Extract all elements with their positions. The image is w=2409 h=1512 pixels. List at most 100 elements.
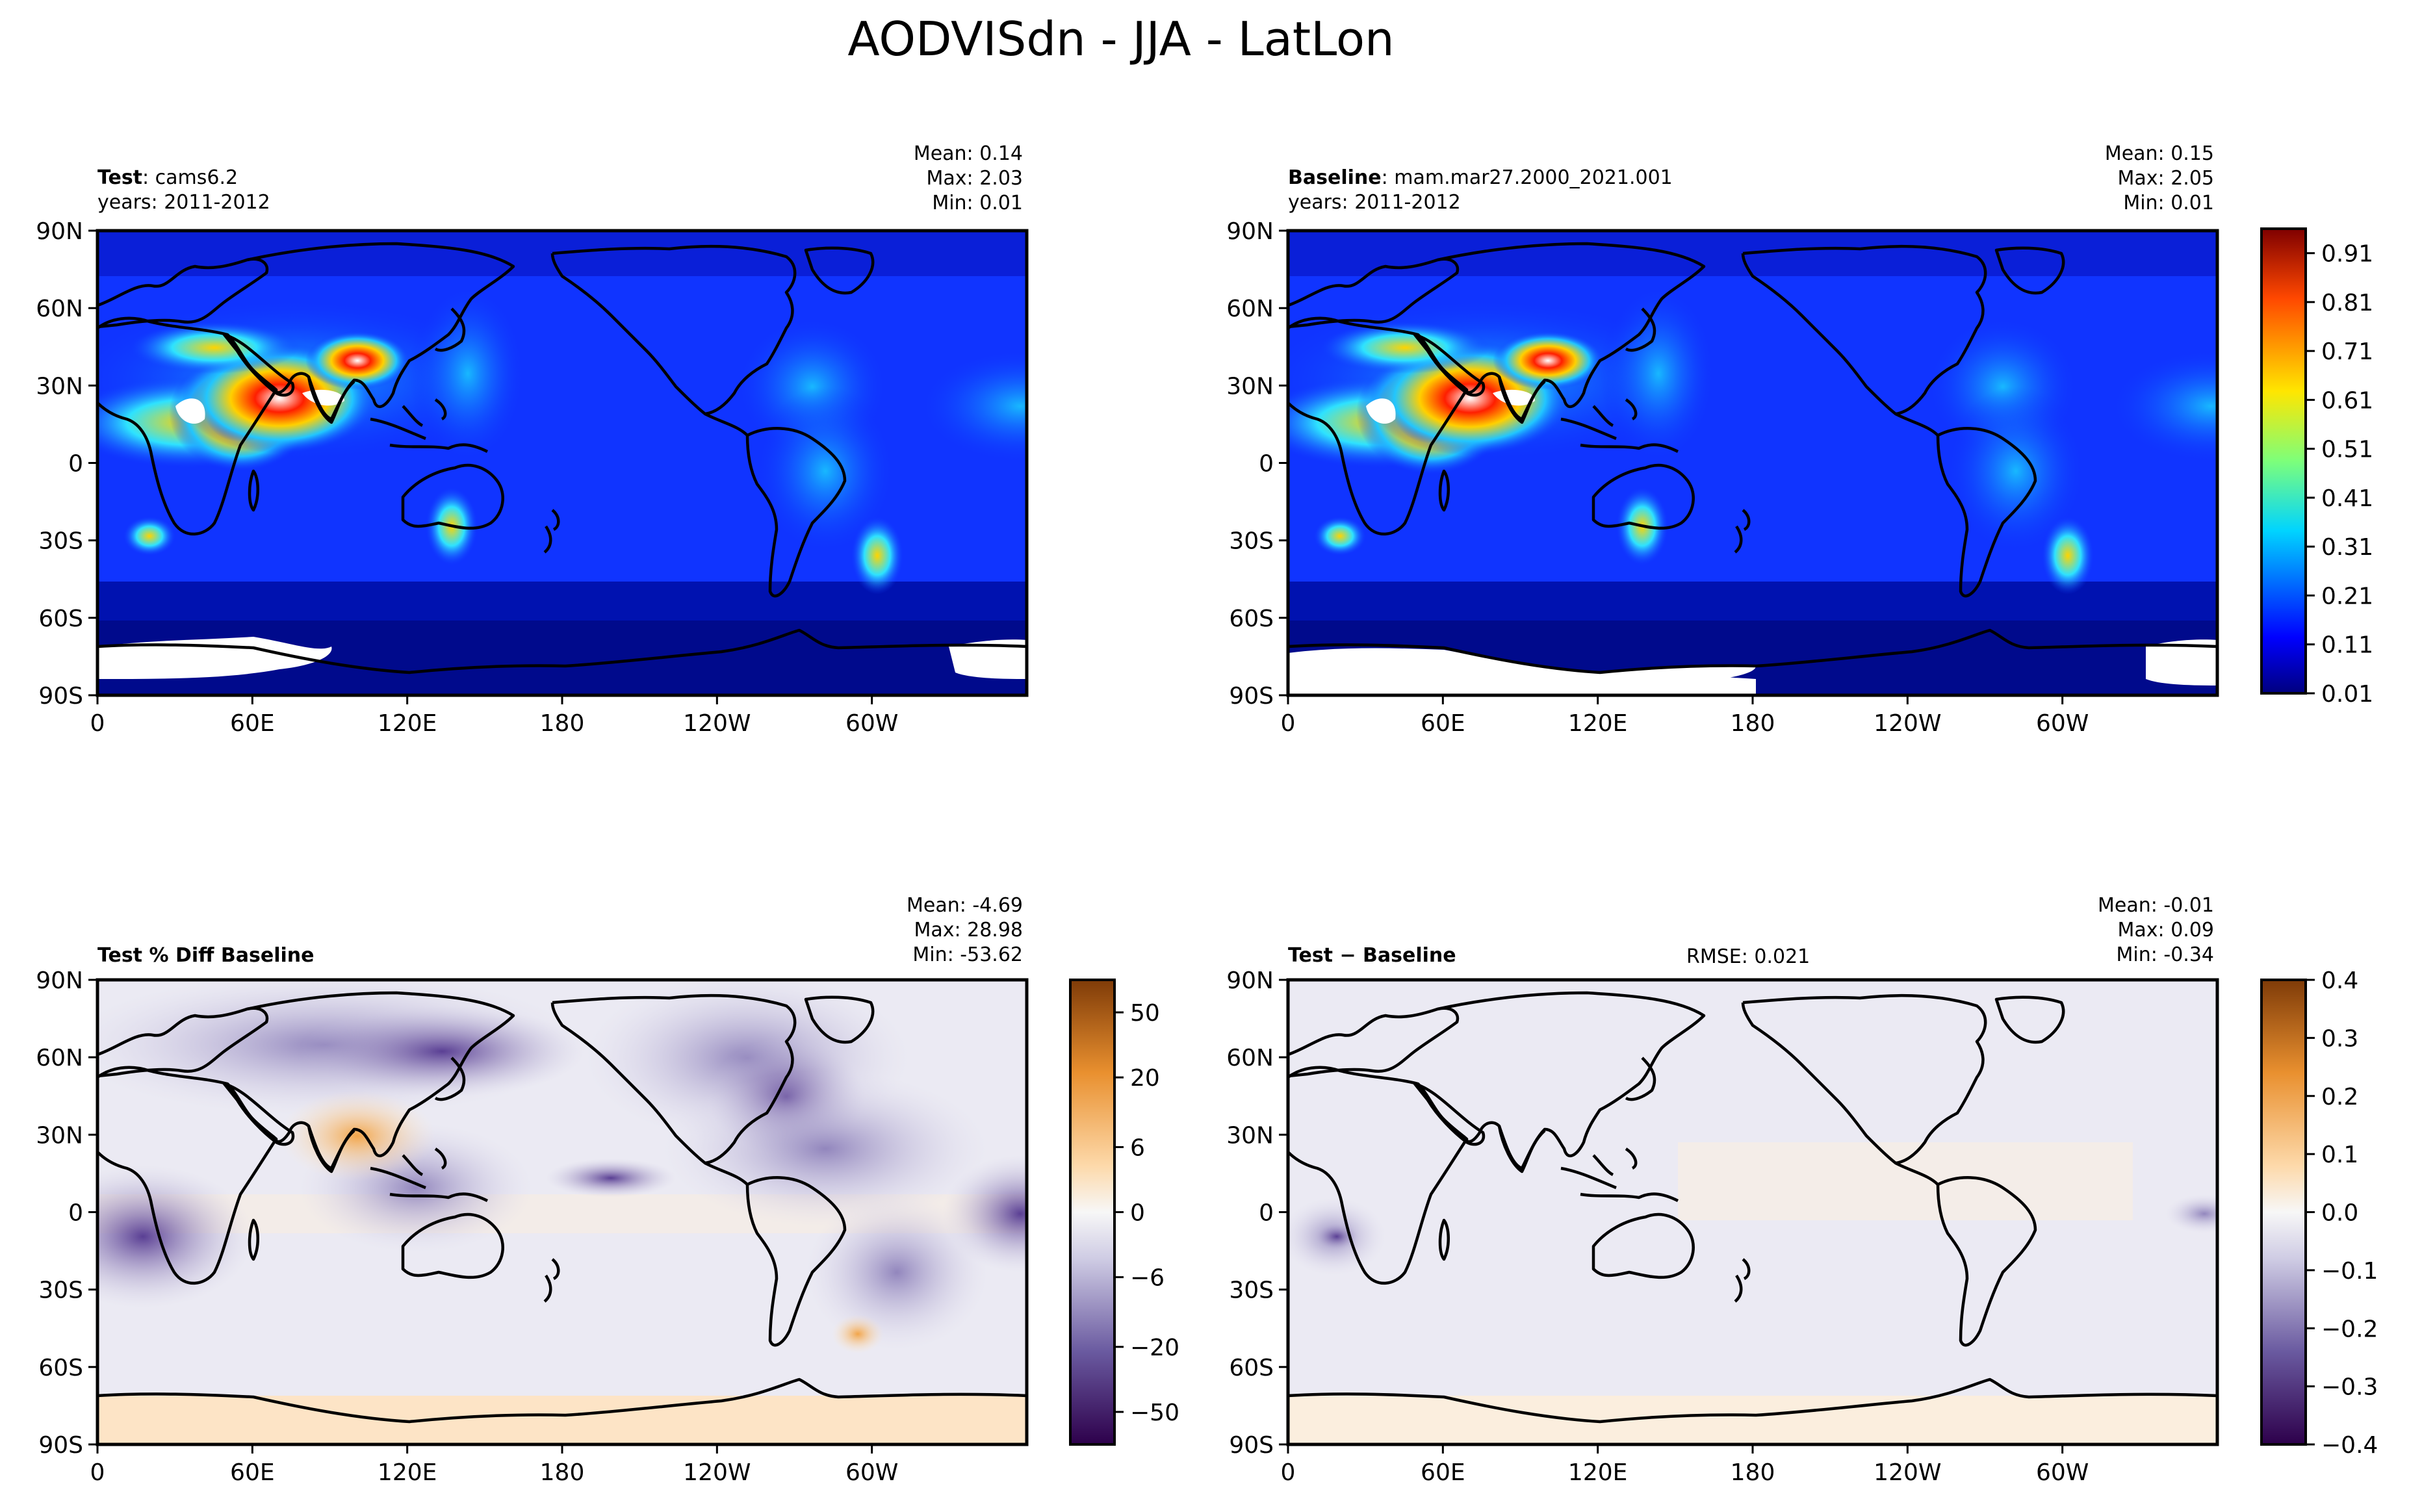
figure-title: AODVISdn - JJA - LatLon bbox=[847, 12, 1395, 66]
x-tick-label: 180 bbox=[540, 1459, 585, 1486]
y-tick-label: 0 bbox=[1259, 451, 1274, 478]
colorbar-tick-label: −0.2 bbox=[2321, 1316, 2378, 1342]
shared-colorbar: 0.01 0.11 0.21 0.31 0.41 0.51 0.61 0.71 0.81 0.91 bbox=[2260, 227, 2373, 708]
baseline-map-panel: 0 60E 120E 180 120W 60W 90N 60N 30N 0 30S 60S 90S bbox=[1226, 218, 2219, 737]
diff-colorbar-ticks: 0.4 0.3 0.2 0.1 0.0 −0.1 −0.2 −0.3 −0.4 bbox=[2306, 967, 2378, 1459]
pctdiff-map-field bbox=[97, 980, 1027, 1444]
colorbar-tick-label: 0.01 bbox=[2321, 681, 2373, 708]
diff-rmse: RMSE: 0.021 bbox=[1686, 945, 1810, 968]
x-tick-label: 180 bbox=[1731, 1459, 1775, 1486]
y-tick-label: 60N bbox=[36, 1045, 83, 1071]
colorbar-tick-label: 0.1 bbox=[2321, 1142, 2358, 1168]
colorbar-tick-label: 0.11 bbox=[2321, 632, 2373, 659]
y-tick-label: 90S bbox=[1229, 683, 1274, 710]
y-tick-label: 0 bbox=[68, 1200, 83, 1227]
baseline-map-field bbox=[1288, 231, 2217, 695]
pctdiff-colorbar-bar bbox=[1069, 979, 1116, 1446]
test-title-bold: Test bbox=[97, 166, 143, 189]
colorbar-tick-label: 0.4 bbox=[2321, 967, 2358, 994]
y-tick-label: 60S bbox=[38, 606, 83, 632]
y-tick-label: 30N bbox=[1226, 1122, 1274, 1149]
test-max: Max: 2.03 bbox=[926, 167, 1023, 190]
y-tick-label: 0 bbox=[1259, 1200, 1274, 1227]
colorbar-tick-label: 0.51 bbox=[2321, 437, 2373, 463]
x-tick-label: 120W bbox=[1874, 1459, 1941, 1486]
diff-title-bold: Test − Baseline bbox=[1288, 944, 1456, 967]
y-tick-label: 30N bbox=[36, 1122, 83, 1149]
x-tick-label: 120W bbox=[683, 1459, 751, 1486]
diff-axes: 0 60E 120E 180 120W 60W 90N 60N 30N 0 30S 60S 90S bbox=[1226, 967, 2089, 1486]
diff-panel-title: Test − Baseline bbox=[1288, 943, 1456, 968]
diff-max: Max: 0.09 bbox=[2117, 919, 2214, 942]
colorbar-tick-label: 0 bbox=[1130, 1200, 1145, 1227]
x-tick-label: 60E bbox=[230, 710, 275, 737]
colorbar-tick-label: 0.31 bbox=[2321, 534, 2373, 561]
pctdiff-map-panel: 0 60E 120E 180 120W 60W 90N 60N 30N 0 30S 60S 90S bbox=[36, 967, 1029, 1486]
test-map-panel: 0 60E 120E 180 120W 60W 90N 60N 30N 0 30S 60S 90S bbox=[36, 218, 1029, 737]
diff-map-panel: 0 60E 120E 180 120W 60W 90N 60N 30N 0 30S 60S 90S bbox=[1226, 967, 2219, 1486]
colorbar-tick-label: −6 bbox=[1130, 1265, 1165, 1292]
pctdiff-colorbar-ticks: 50 20 6 0 −6 −20 −50 bbox=[1114, 1000, 1179, 1426]
pctdiff-mean: Mean: -4.69 bbox=[906, 894, 1023, 917]
baseline-axes: 0 60E 120E 180 120W 60W 90N 60N 30N 0 30S 60S 90S bbox=[1226, 218, 2089, 737]
pctdiff-panel-title: Test % Diff Baseline bbox=[97, 943, 315, 968]
x-tick-label: 0 bbox=[1281, 710, 1296, 737]
y-tick-label: 90N bbox=[36, 218, 83, 245]
y-tick-label: 90N bbox=[36, 967, 83, 994]
y-tick-label: 90S bbox=[38, 1432, 83, 1459]
x-tick-label: 120E bbox=[378, 1459, 437, 1486]
baseline-years: years: 2011-2012 bbox=[1288, 191, 1461, 214]
colorbar-tick-label: 50 bbox=[1130, 1000, 1160, 1027]
test-min: Min: 0.01 bbox=[932, 192, 1023, 214]
x-tick-label: 120E bbox=[1568, 710, 1627, 737]
baseline-panel-title: Baseline: mam.mar27.2000_2021.001 years:… bbox=[1288, 166, 1673, 215]
y-tick-label: 60S bbox=[1229, 606, 1274, 632]
diff-map-field bbox=[1288, 980, 2217, 1444]
pctdiff-max: Max: 28.98 bbox=[914, 919, 1023, 942]
x-tick-label: 60W bbox=[845, 1459, 898, 1486]
shared-colorbar-ticks: 0.01 0.11 0.21 0.31 0.41 0.51 0.61 0.71 0.81 0.91 bbox=[2306, 241, 2373, 708]
x-tick-label: 120W bbox=[683, 710, 751, 737]
pctdiff-min: Min: -53.62 bbox=[912, 943, 1023, 966]
y-tick-label: 30S bbox=[1229, 1277, 1274, 1304]
pctdiff-stats: Mean: -4.69 Max: 28.98 Min: -53.62 bbox=[907, 893, 1023, 967]
y-tick-label: 30N bbox=[36, 373, 83, 400]
y-tick-label: 90N bbox=[1226, 218, 1274, 245]
y-tick-label: 90S bbox=[1229, 1432, 1274, 1459]
test-axes: 0 60E 120E 180 120W 60W 90N 60N 30N 0 30S 60S 90S bbox=[36, 218, 898, 737]
x-tick-label: 60W bbox=[845, 710, 898, 737]
baseline-stats: Mean: 0.15 Max: 2.05 Min: 0.01 bbox=[2105, 142, 2214, 216]
colorbar-tick-label: 0.3 bbox=[2321, 1025, 2358, 1052]
diff-min: Min: -0.34 bbox=[2116, 943, 2215, 966]
colorbar-tick-label: 0.81 bbox=[2321, 290, 2373, 316]
y-tick-label: 60S bbox=[1229, 1355, 1274, 1381]
y-tick-label: 60N bbox=[1226, 1045, 1274, 1071]
x-tick-label: 120E bbox=[1568, 1459, 1627, 1486]
x-tick-label: 180 bbox=[540, 710, 585, 737]
x-tick-label: 180 bbox=[1731, 710, 1775, 737]
y-tick-label: 60N bbox=[36, 296, 83, 322]
y-tick-label: 90S bbox=[38, 683, 83, 710]
x-tick-label: 60E bbox=[230, 1459, 275, 1486]
x-tick-label: 0 bbox=[90, 710, 105, 737]
y-tick-label: 30S bbox=[38, 528, 83, 555]
colorbar-tick-label: 20 bbox=[1130, 1065, 1160, 1092]
x-tick-label: 60E bbox=[1421, 1459, 1465, 1486]
colorbar-tick-label: 0.71 bbox=[2321, 339, 2373, 365]
colorbar-tick-label: 0.91 bbox=[2321, 241, 2373, 268]
baseline-title-rest: : mam.mar27.2000_2021.001 bbox=[1381, 166, 1673, 189]
diff-stats: Mean: -0.01 Max: 0.09 Min: -0.34 bbox=[2098, 893, 2214, 967]
y-tick-label: 60S bbox=[38, 1355, 83, 1381]
x-tick-label: 120W bbox=[1874, 710, 1941, 737]
baseline-min: Min: 0.01 bbox=[2123, 192, 2214, 214]
diff-colorbar: 0.4 0.3 0.2 0.1 0.0 −0.1 −0.2 −0.3 −0.4 bbox=[2260, 967, 2378, 1459]
diff-colorbar-bar bbox=[2260, 979, 2307, 1446]
x-tick-label: 0 bbox=[1281, 1459, 1296, 1486]
y-tick-label: 30N bbox=[1226, 373, 1274, 400]
test-years: years: 2011-2012 bbox=[97, 191, 270, 214]
baseline-max: Max: 2.05 bbox=[2117, 167, 2214, 190]
colorbar-tick-label: 0.61 bbox=[2321, 387, 2373, 414]
test-map-field bbox=[97, 231, 1027, 695]
colorbar-tick-label: 0.21 bbox=[2321, 583, 2373, 609]
